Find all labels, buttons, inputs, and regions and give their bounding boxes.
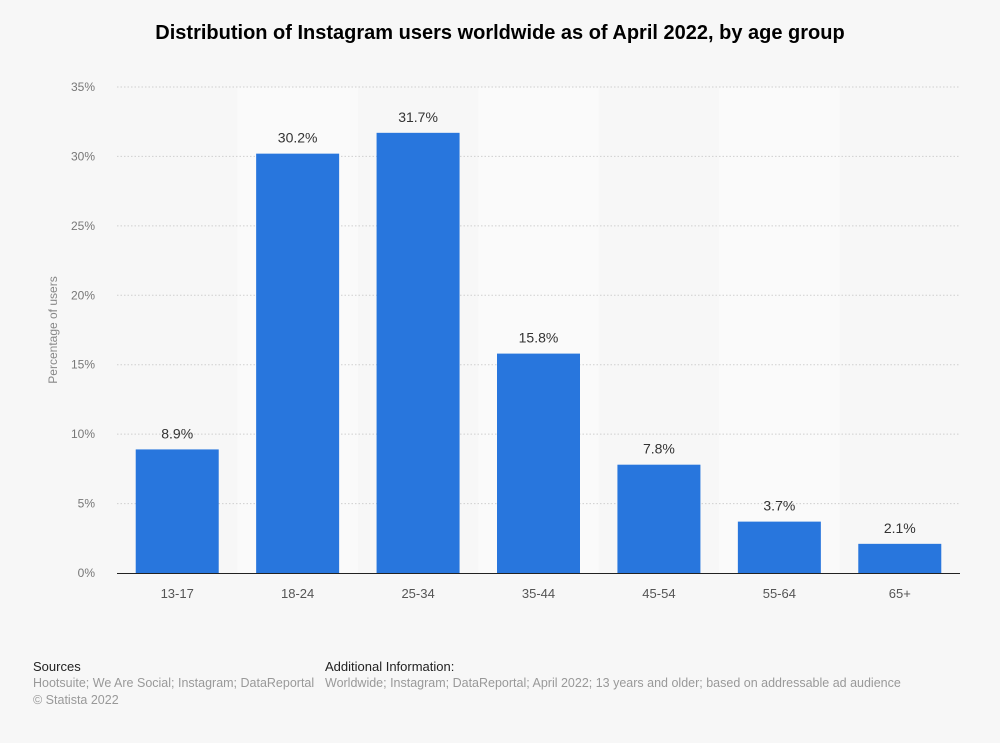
sources-block: Sources Hootsuite; We Are Social; Instag… bbox=[33, 658, 314, 709]
data-label: 7.8% bbox=[643, 441, 675, 457]
y-tick-label: 5% bbox=[78, 497, 96, 511]
additional-info-text: Worldwide; Instagram; DataReportal; Apri… bbox=[325, 676, 901, 690]
bar-65+ bbox=[858, 543, 942, 573]
bar-chart: 0% 5% 10% 15% 20% 25% 30% 35% 8.9% 13-17 30.2% 18-2… bbox=[46, 80, 960, 601]
y-axis-label: Percentage of users bbox=[46, 276, 60, 383]
y-tick-label: 10% bbox=[71, 427, 95, 441]
y-tick-label: 25% bbox=[71, 219, 95, 233]
bar-55-64 bbox=[737, 521, 821, 573]
x-tick-label: 55-64 bbox=[763, 586, 796, 601]
x-tick-label: 25-34 bbox=[401, 586, 434, 601]
y-tick-label: 0% bbox=[78, 566, 96, 580]
column-band bbox=[719, 87, 840, 573]
additional-info-heading: Additional Information: bbox=[325, 659, 455, 674]
additional-info-block: Additional Information: Worldwide; Insta… bbox=[325, 658, 901, 692]
x-tick-label: 35-44 bbox=[522, 586, 555, 601]
data-label: 30.2% bbox=[278, 130, 318, 146]
data-label: 15.8% bbox=[519, 330, 559, 346]
data-label: 8.9% bbox=[161, 425, 193, 441]
sources-heading: Sources bbox=[33, 659, 81, 674]
bar-13-17 bbox=[135, 449, 219, 573]
bar-35-44 bbox=[497, 353, 580, 573]
copyright-text: © Statista 2022 bbox=[33, 693, 119, 707]
data-label: 2.1% bbox=[884, 520, 916, 536]
data-label: 3.7% bbox=[763, 498, 795, 514]
chart-title: Distribution of Instagram users worldwid… bbox=[155, 22, 845, 44]
y-tick-label: 20% bbox=[71, 288, 95, 302]
x-tick-label: 18-24 bbox=[281, 586, 314, 601]
bar-18-24 bbox=[256, 153, 340, 573]
y-tick-label: 15% bbox=[71, 358, 95, 372]
x-tick-label: 65+ bbox=[889, 586, 911, 601]
data-label: 31.7% bbox=[398, 109, 438, 125]
y-tick-label: 35% bbox=[71, 80, 95, 94]
sources-text: Hootsuite; We Are Social; Instagram; Dat… bbox=[33, 676, 315, 690]
y-tick-label: 30% bbox=[71, 149, 95, 163]
bar-25-34 bbox=[376, 132, 460, 573]
bar-45-54 bbox=[617, 464, 701, 573]
x-tick-label: 13-17 bbox=[161, 586, 194, 601]
x-tick-label: 45-54 bbox=[642, 586, 675, 601]
